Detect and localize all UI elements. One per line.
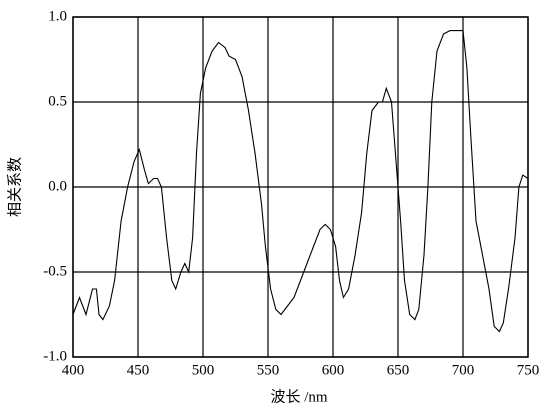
x-tick-label: 550 — [257, 362, 280, 378]
y-tick-label: 1.0 — [48, 8, 67, 24]
x-tick-label: 750 — [517, 362, 540, 378]
plot-frame — [72, 16, 529, 358]
data-line — [72, 30, 529, 333]
y-axis-label: 相关系数 — [6, 157, 23, 217]
y-tick-label: -1.0 — [43, 348, 67, 364]
y-tick-label: -0.5 — [43, 263, 67, 279]
x-tick-label: 450 — [127, 362, 150, 378]
x-axis-label: 波长 /nm — [270, 388, 327, 405]
x-tick-label: 700 — [452, 362, 475, 378]
x-tick-label: 650 — [387, 362, 410, 378]
x-tick-label: 600 — [322, 362, 345, 378]
y-tick-label: 0.5 — [48, 93, 67, 109]
y-tick-label: 0.0 — [48, 178, 67, 194]
x-tick-label: 400 — [62, 362, 85, 378]
x-tick-label: 500 — [192, 362, 215, 378]
